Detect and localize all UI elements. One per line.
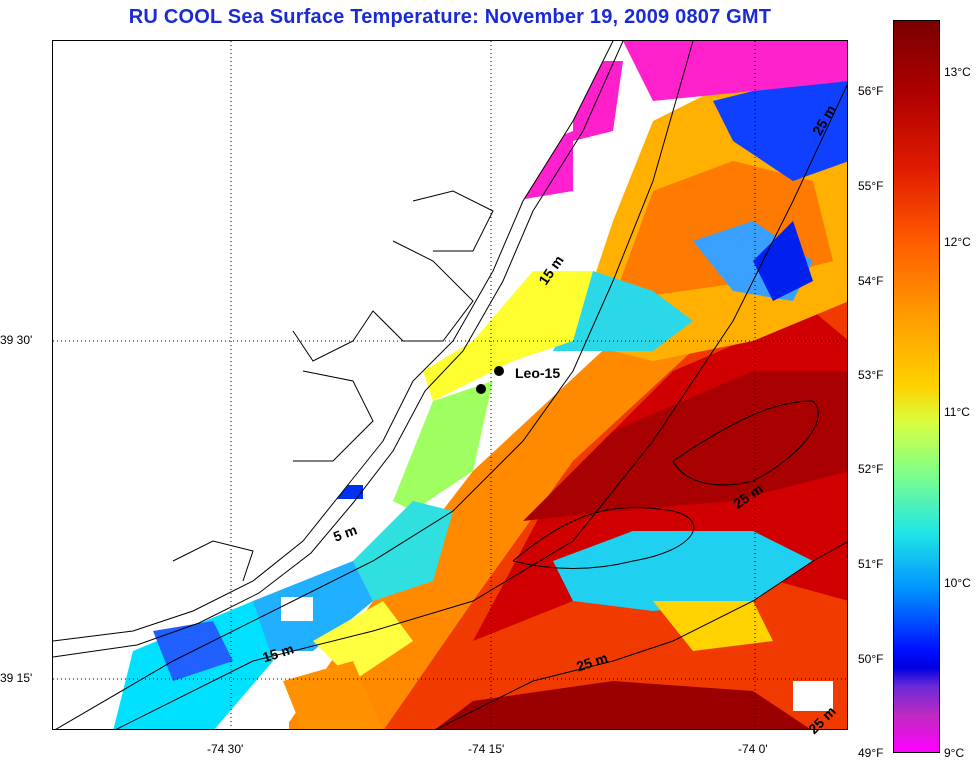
colorbar-label-c: 12°C — [944, 235, 971, 249]
coastline — [53, 41, 624, 658]
grid-lines — [53, 41, 847, 729]
temperature-colorbar — [893, 20, 940, 753]
lon-label: -74 0' — [738, 742, 768, 756]
colorbar-label-f: 55°F — [858, 179, 884, 193]
colorbar-label-c: 13°C — [944, 65, 971, 79]
sst-pixels — [53, 41, 847, 729]
colorbar-label-f: 49°F — [858, 746, 884, 760]
colorbar-label-c: 10°C — [944, 576, 971, 590]
colorbar-label-f: 52°F — [858, 462, 884, 476]
lat-label: 39 15' — [0, 671, 33, 685]
lon-label: -74 30' — [207, 742, 244, 756]
colorbar-label-c: 9°C — [944, 746, 965, 760]
colorbar-label-c: 11°C — [944, 405, 970, 419]
colorbar-label-f: 53°F — [858, 368, 884, 382]
leo-15-label: Leo-15 — [515, 365, 561, 381]
colorbar-label-f: 51°F — [858, 557, 884, 571]
depth-contours — [55, 41, 847, 729]
map-title: RU COOL Sea Surface Temperature: Novembe… — [128, 6, 772, 28]
colorbar-label-f: 50°F — [858, 652, 884, 666]
sst-map-canvas — [53, 41, 847, 729]
lon-label: -74 15' — [468, 742, 505, 756]
colorbar-label-f: 54°F — [858, 274, 884, 288]
sst-map — [52, 40, 848, 730]
lat-label: 39 30' — [0, 333, 33, 347]
colorbar-label-f: 56°F — [858, 84, 884, 98]
leo-15-markers — [476, 366, 504, 394]
